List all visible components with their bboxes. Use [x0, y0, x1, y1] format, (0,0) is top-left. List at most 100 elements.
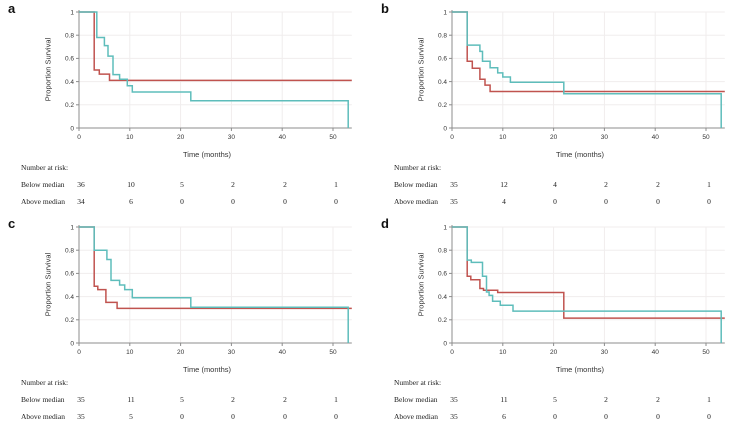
risk-value: 0	[656, 412, 660, 421]
panel-b: b Proportion Survival 0 10 20 30 40 50 0 0.2 0.4…	[373, 0, 745, 214]
risk-value: 35	[77, 412, 85, 421]
y-tick-label: 0.6	[65, 271, 74, 278]
risk-value: 35	[450, 180, 458, 189]
risk-value: 2	[656, 180, 660, 189]
x-axis-label: Time (months)	[182, 150, 232, 159]
km-plot: 0 10 20 30 40 50 0 0.2 0.4 0.6 0.8 1	[65, 9, 352, 141]
x-tick-label: 30	[601, 134, 609, 141]
y-tick-label: 1	[70, 9, 74, 16]
km-plot: 0 10 20 30 40 50 0 0.2 0.4 0.6 0.8 1	[65, 224, 352, 356]
y-tick-label: 0.2	[65, 102, 74, 109]
risk-value: 5	[180, 395, 184, 404]
risk-value: 0	[707, 197, 711, 206]
number-at-risk-table: Number at risk: Below median 35 11 5 2 2…	[0, 215, 372, 429]
risk-value: 0	[604, 412, 608, 421]
x-tick-label: 40	[652, 349, 660, 356]
km-teal-curve	[79, 226, 349, 343]
risk-table-heading: Number at risk:	[21, 378, 69, 387]
x-tick-label: 50	[329, 349, 337, 356]
y-tick-label: 0.2	[438, 102, 447, 109]
x-axis-label: Time (months)	[555, 365, 605, 374]
y-tick-label: 0.6	[438, 271, 447, 278]
risk-row-label: Above median	[21, 197, 65, 206]
panel-letter: b	[381, 1, 389, 16]
x-tick-label: 10	[499, 349, 507, 356]
risk-value: 0	[283, 412, 287, 421]
x-tick-label: 30	[228, 349, 236, 356]
km-red-curve	[452, 11, 725, 93]
y-tick-label: 0	[443, 125, 447, 132]
risk-value: 6	[502, 412, 506, 421]
risk-row-label: Below median	[394, 180, 438, 189]
risk-value: 4	[502, 197, 506, 206]
x-tick-label: 10	[126, 349, 134, 356]
x-tick-label: 0	[450, 349, 454, 356]
risk-value: 0	[231, 412, 235, 421]
risk-value: 4	[553, 180, 557, 189]
risk-value: 2	[604, 395, 608, 404]
x-tick-label: 30	[601, 349, 609, 356]
risk-value: 1	[334, 180, 338, 189]
y-tick-label: 0.4	[65, 79, 74, 86]
x-tick-label: 40	[652, 134, 660, 141]
x-tick-label: 0	[77, 349, 81, 356]
risk-row-label: Above median	[21, 412, 65, 421]
risk-value: 5	[553, 395, 557, 404]
km-plot: 0 10 20 30 40 50 0 0.2 0.4 0.6 0.8 1	[438, 9, 725, 141]
risk-value: 0	[180, 412, 184, 421]
risk-value: 0	[231, 197, 235, 206]
risk-value: 35	[450, 395, 458, 404]
x-axis-label: Time (months)	[555, 150, 605, 159]
panel-letter: a	[8, 1, 16, 16]
y-tick-label: 0.4	[438, 79, 447, 86]
km-red-curve	[79, 226, 352, 310]
km-teal-curve	[79, 11, 349, 128]
x-axis-label: Time (months)	[182, 365, 232, 374]
y-tick-label: 0.6	[438, 56, 447, 63]
risk-value: 0	[656, 197, 660, 206]
x-tick-label: 10	[499, 134, 507, 141]
y-tick-label: 0.4	[438, 294, 447, 301]
y-tick-label: 0.2	[65, 317, 74, 324]
risk-value: 0	[553, 197, 557, 206]
x-tick-label: 20	[550, 349, 558, 356]
panel-letter: c	[8, 216, 16, 231]
risk-value: 2	[231, 180, 235, 189]
x-tick-label: 0	[450, 134, 454, 141]
panel-c: c Proportion Survival 0 10 20 30 40 50 0 0.2 0.4…	[0, 215, 372, 429]
risk-table-heading: Number at risk:	[394, 163, 442, 172]
risk-value: 12	[500, 180, 508, 189]
y-tick-label: 0.2	[438, 317, 447, 324]
risk-value: 0	[553, 412, 557, 421]
risk-value: 5	[180, 180, 184, 189]
risk-value: 1	[334, 395, 338, 404]
risk-value: 2	[231, 395, 235, 404]
risk-value: 11	[500, 395, 508, 404]
y-tick-label: 0.6	[65, 56, 74, 63]
risk-value: 0	[283, 197, 287, 206]
y-tick-label: 1	[443, 224, 447, 231]
number-at-risk-table: Number at risk: Below median 35 11 5 2 2…	[373, 215, 745, 429]
x-tick-label: 20	[177, 134, 185, 141]
risk-table-heading: Number at risk:	[394, 378, 442, 387]
risk-value: 1	[707, 395, 711, 404]
risk-value: 0	[604, 197, 608, 206]
risk-row-label: Above median	[394, 197, 438, 206]
risk-value: 2	[656, 395, 660, 404]
risk-value: 36	[77, 180, 85, 189]
risk-value: 6	[129, 197, 133, 206]
risk-row-label: Below median	[21, 180, 65, 189]
km-red-curve	[79, 11, 352, 82]
y-tick-label: 0.4	[65, 294, 74, 301]
risk-value: 0	[707, 412, 711, 421]
x-tick-label: 20	[550, 134, 558, 141]
km-red-curve	[452, 226, 725, 319]
risk-value: 0	[334, 412, 338, 421]
number-at-risk-table: Number at risk: Below median 35 12 4 2 2…	[373, 0, 745, 214]
x-tick-label: 50	[329, 134, 337, 141]
y-tick-label: 0.8	[65, 248, 74, 255]
panel-d: d Proportion Survival 0 10 20 30 40 50 0 0.2 0.4…	[373, 215, 745, 429]
y-tick-label: 1	[70, 224, 74, 231]
risk-value: 0	[334, 197, 338, 206]
